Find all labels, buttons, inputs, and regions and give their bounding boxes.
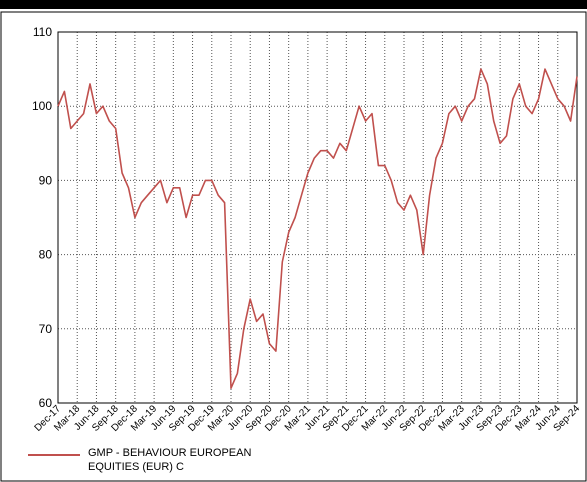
plot-area [57, 31, 578, 404]
y-tick-label: 100 [32, 99, 52, 113]
y-tick-label: 80 [39, 248, 53, 262]
y-tick-label: 60 [39, 396, 53, 410]
frame [0, 11, 587, 482]
legend-label: GMP - BEHAVIOUR EUROPEAN EQUITIES (EUR) … [88, 447, 252, 473]
series-line [57, 68, 578, 389]
y-tick-label: 70 [39, 322, 53, 336]
y-tick-label: 90 [39, 173, 53, 187]
top-bar [0, 0, 587, 9]
y-tick-label: 110 [33, 25, 52, 39]
